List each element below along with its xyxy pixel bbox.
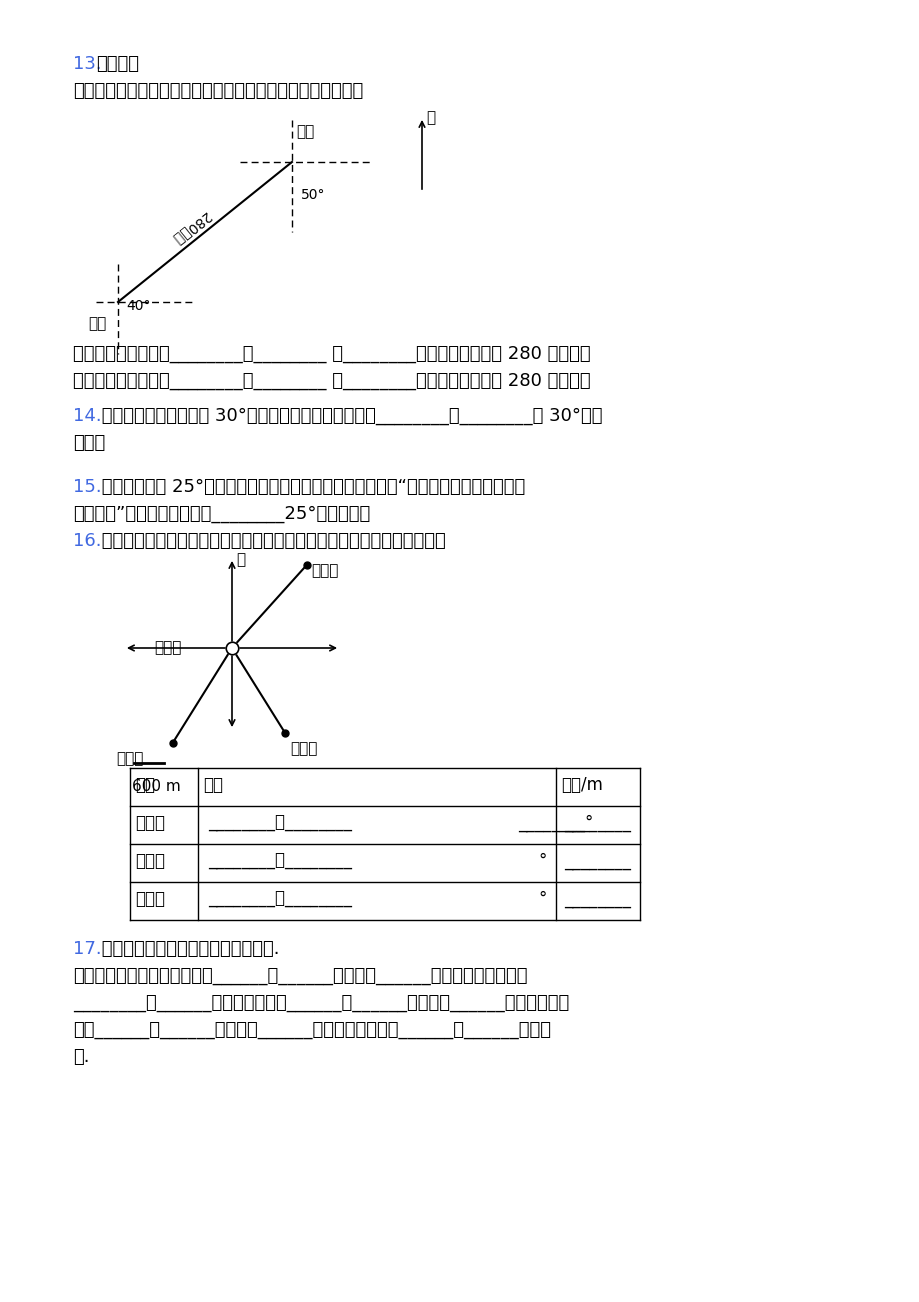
Text: 下图是甲、乙两个城市的位置图，先观察，再回答下列问题。: 下图是甲、乙两个城市的位置图，先观察，再回答下列问题。 <box>73 82 363 100</box>
Text: 北: 北 <box>236 552 244 566</box>
Text: °: ° <box>538 852 546 870</box>
Text: 北: 北 <box>425 109 435 125</box>
Text: 根据如图说一说小红上学所走的路线.: 根据如图说一说小红上学所走的路线. <box>96 940 279 958</box>
Text: 50°: 50° <box>301 187 325 202</box>
Text: ________: ________ <box>563 814 630 832</box>
Text: 15.: 15. <box>73 478 101 496</box>
Text: 280千米: 280千米 <box>170 208 212 246</box>
Text: 16.: 16. <box>73 533 101 549</box>
Text: 玉龙潭: 玉龙潭 <box>289 741 317 755</box>
Text: ________: ________ <box>563 852 630 870</box>
Text: 一架朝北偏东 25°方向飞行的飞机接到指挥塔发出的命令：“前方有不明飞行物，请立: 一架朝北偏东 25°方向飞行的飞机接到指挥塔发出的命令：“前方有不明飞行物，请立 <box>96 478 525 496</box>
Text: 飞霞阁: 飞霞阁 <box>117 751 144 766</box>
Text: 景点: 景点 <box>135 776 154 794</box>
Text: 下面是南山旅游景区的平面图。以林泽塔为观测点，先量一量，再填表。: 下面是南山旅游景区的平面图。以林泽塔为观测点，先量一量，再填表。 <box>96 533 446 549</box>
Text: 600 m: 600 m <box>131 779 180 794</box>
Text: 荷花池: 荷花池 <box>135 814 165 832</box>
Text: 从甲城看，乙城位于________偏________ （________）方向，距离甲城 280 千米处。: 从甲城看，乙城位于________偏________ （________）方向，… <box>73 345 590 363</box>
Text: 林泽塔: 林泽塔 <box>153 641 181 655</box>
Text: 17.: 17. <box>73 940 101 958</box>
Text: 向上。: 向上。 <box>73 434 105 452</box>
Text: 40°: 40° <box>126 299 151 312</box>
Text: ________偏________: ________偏________ <box>208 891 352 907</box>
Text: 填一填。: 填一填。 <box>96 55 139 73</box>
Text: 甲城: 甲城 <box>296 124 314 139</box>
Text: 小红上学时，从家出发，先向______偏______度方向行______米到乒乓球场，再向: 小红上学时，从家出发，先向______偏______度方向行______米到乒乓… <box>73 967 527 986</box>
Text: ________行______米到超市，再向______偏______度方向行______米到医院，然: ________行______米到超市，再向______偏______度方向行_… <box>73 993 569 1012</box>
Text: 方向: 方向 <box>203 776 222 794</box>
Text: 上海在北京的南偏东约 30°的方向上，那么北京在上海________偏________约 30°的方: 上海在北京的南偏东约 30°的方向上，那么北京在上海________偏_____… <box>96 408 602 424</box>
Text: 即返航。”返航时飞机应该朝________25°方向飞行。: 即返航。”返航时飞机应该朝________25°方向飞行。 <box>73 505 369 523</box>
Text: 距离/m: 距离/m <box>561 776 602 794</box>
Text: °: ° <box>538 891 546 907</box>
Text: ________偏________: ________偏________ <box>208 852 352 870</box>
Text: 玉龙潭: 玉龙潭 <box>135 852 165 870</box>
Text: 13.: 13. <box>73 55 101 73</box>
Text: 荷花池: 荷花池 <box>311 562 338 578</box>
Text: 乙城: 乙城 <box>88 316 106 331</box>
Text: 从乙城看，甲城位于________偏________ （________）方向，距离乙城 280 千米处。: 从乙城看，甲城位于________偏________ （________）方向，… <box>73 372 590 391</box>
Text: ________: ________ <box>563 891 630 907</box>
Text: ________偏________: ________偏________ <box>208 814 352 832</box>
Text: 校.: 校. <box>73 1048 89 1066</box>
Text: 14.: 14. <box>73 408 101 424</box>
Text: 后向______偏______度方向行______米到公园，最后向______行______米到学: 后向______偏______度方向行______米到公园，最后向______行… <box>73 1021 550 1039</box>
Text: ________°: ________° <box>517 814 593 832</box>
Text: 飞霞阁: 飞霞阁 <box>135 891 165 907</box>
